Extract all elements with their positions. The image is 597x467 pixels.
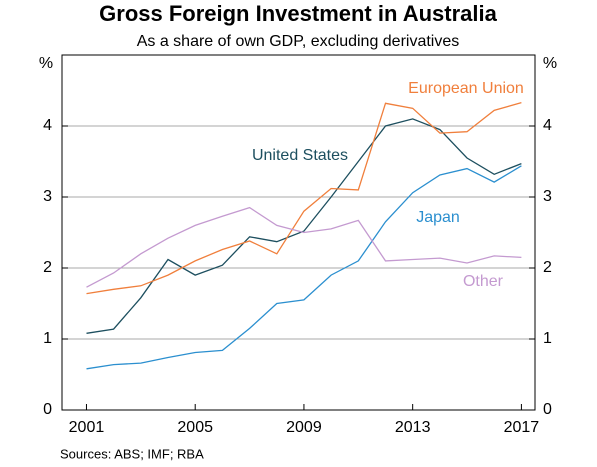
series-line <box>86 165 522 370</box>
series-label: Other <box>463 273 504 290</box>
series-line <box>86 118 522 334</box>
y2-tick-label: 2 <box>543 259 552 276</box>
y2-tick-label: 3 <box>543 188 552 205</box>
y2-tick-label: 1 <box>543 330 552 347</box>
series-line <box>86 101 522 295</box>
x-tick-label: 2005 <box>177 419 213 436</box>
y-tick-label: 4 <box>43 117 52 134</box>
y-unit: % <box>39 55 53 72</box>
y-tick-label: 0 <box>43 401 52 418</box>
y-tick-label: 3 <box>43 188 52 205</box>
series-label: European Union <box>408 80 524 97</box>
series-line <box>86 206 522 288</box>
x-tick-label: 2013 <box>395 419 431 436</box>
y-tick-label: 1 <box>43 330 52 347</box>
y-tick-label: 2 <box>43 259 52 276</box>
series-label: Japan <box>416 209 460 226</box>
x-tick-label: 2001 <box>69 419 105 436</box>
x-tick-label: 2017 <box>504 419 540 436</box>
plot-frame <box>61 54 536 411</box>
source-note: Sources: ABS; IMF; RBA <box>60 446 204 461</box>
series-label: United States <box>252 147 348 164</box>
chart-title: Gross Foreign Investment in Australia <box>99 1 497 26</box>
y2-tick-label: 4 <box>543 117 552 134</box>
x-tick-label: 2009 <box>286 419 322 436</box>
chart-subtitle: As a share of own GDP, excluding derivat… <box>137 33 460 50</box>
y2-tick-label: 0 <box>543 401 552 418</box>
y2-unit: % <box>543 55 557 72</box>
